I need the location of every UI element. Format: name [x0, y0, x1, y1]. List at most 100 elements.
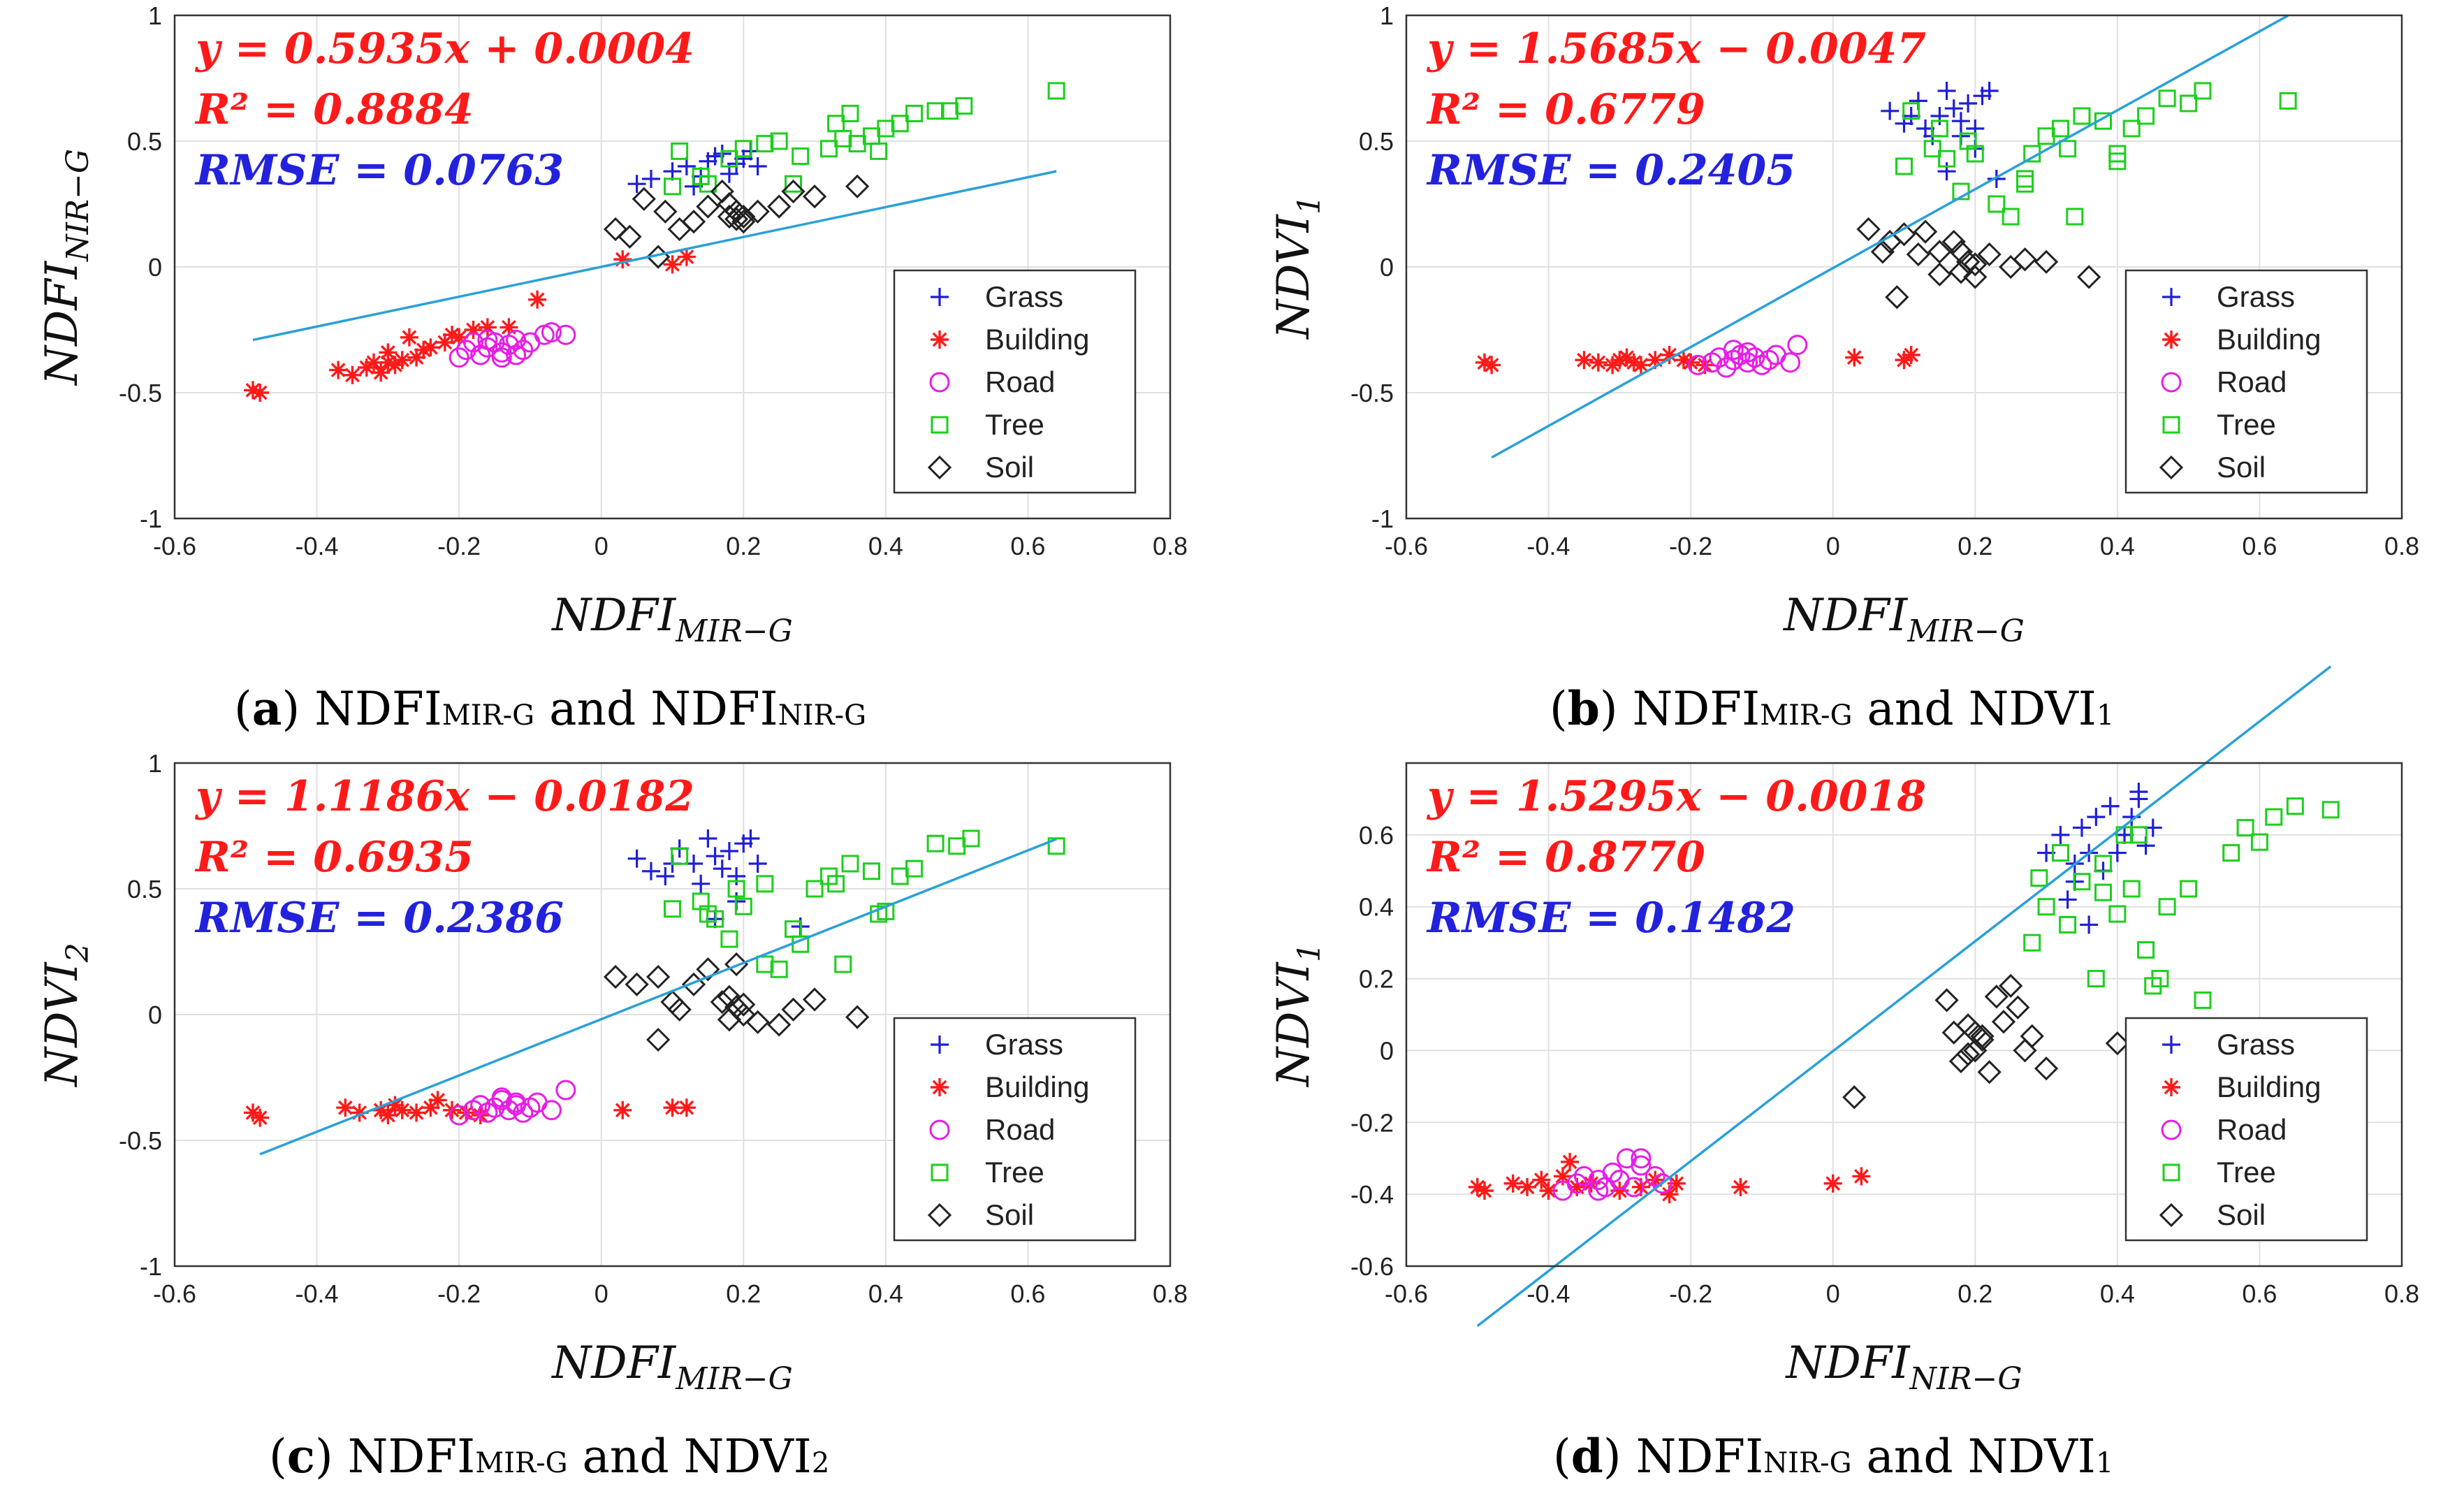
point-building [379, 343, 398, 362]
point-grass [1937, 82, 1956, 100]
data-points [1468, 783, 2340, 1204]
point-tree [756, 135, 774, 153]
point-grass [748, 157, 767, 175]
legend-label-tree: Tree [2217, 1156, 2276, 1189]
point-tree [2158, 898, 2176, 916]
y-axis-label: NDFINIR−G [36, 149, 96, 386]
legend-label-tree: Tree [2217, 408, 2276, 441]
x-axis-label: NDFINIR−G [1784, 1337, 2022, 1397]
x-tick-label: -0.2 [1669, 1279, 1712, 1308]
point-tree [664, 900, 681, 918]
legend-marker-tree [2162, 1163, 2180, 1182]
legend-box [2124, 1017, 2368, 1242]
legend: Grass Building Road Tree Soil [2124, 269, 2368, 494]
tick-labels: -0.6 -0.4 -0.2 0 0.2 0.4 0.6 0.8 -1 -0.5 0 0.5 1 [119, 749, 1188, 1308]
point-building [613, 1101, 632, 1119]
legend-label-road: Road [2217, 365, 2287, 398]
point-tree [2194, 82, 2212, 100]
point-tree [870, 905, 888, 923]
x-tick-label: 0 [1826, 532, 1840, 560]
point-building [357, 358, 376, 377]
y-tick-label: 0 [148, 253, 162, 282]
point-tree [955, 97, 973, 115]
data-points [1475, 82, 2297, 378]
legend-label-building: Building [2217, 323, 2321, 356]
legend: Grass Building Road Tree Soil [893, 269, 1137, 494]
y-tick-label: 0 [1380, 253, 1394, 282]
point-building [1674, 351, 1693, 370]
point-tree [2222, 844, 2240, 862]
tick-labels: -0.6 -0.4 -0.2 0 0.2 0.4 0.6 0.8 -1 -0.5 0 0.5 1 [1350, 1, 2419, 560]
point-soil [2034, 1057, 2059, 1081]
y-tick-label: 0.5 [127, 875, 162, 903]
rmse-text: RMSE = 0.2405 [1426, 146, 1795, 195]
point-soil [781, 179, 805, 204]
point-grass [741, 829, 760, 848]
y-tick-label: 0.5 [127, 127, 162, 156]
legend-marker-soil [2159, 455, 2184, 480]
point-grass [1937, 162, 1956, 181]
point-soil [632, 187, 656, 211]
point-tree [2023, 934, 2041, 952]
point-grass [2072, 818, 2091, 837]
chart-panel-b: -0.6 -0.4 -0.2 0 0.2 0.4 0.6 0.8 -1 -0.5 0 0.5 1 NDFI… [1232, 0, 2464, 755]
point-soil [724, 199, 749, 224]
point-building [428, 1091, 447, 1110]
point-tree [1988, 195, 2006, 213]
legend-label-soil: Soil [985, 1198, 1034, 1231]
data-points [243, 829, 1065, 1127]
legend-marker-tree [931, 416, 949, 434]
point-building [1660, 346, 1679, 364]
legend-marker-grass [2162, 288, 2180, 306]
legend-label-building: Building [2217, 1070, 2321, 1103]
point-soil [781, 997, 805, 1022]
point-tree [2265, 808, 2283, 826]
point-tree [671, 142, 689, 160]
point-tree [2059, 140, 2077, 158]
point-grass [641, 862, 660, 880]
legend-label-grass: Grass [2217, 1028, 2295, 1061]
legend-marker-tree [2162, 416, 2180, 434]
point-tree [664, 177, 681, 196]
point-soil [2020, 1024, 2044, 1048]
point-building [243, 381, 262, 400]
point-road [1631, 1148, 1652, 1169]
point-road [1723, 340, 1744, 361]
point-soil [1970, 1024, 1995, 1048]
point-tree [2030, 869, 2048, 887]
point-grass [1902, 107, 1920, 125]
point-building [1539, 1182, 1558, 1200]
y-tick-label: -0.5 [119, 1126, 162, 1155]
point-building [1553, 1167, 1572, 1186]
point-building [677, 247, 696, 266]
point-tree [2051, 119, 2069, 138]
y-axis-label: NDVI1 [1268, 195, 1327, 340]
point-building [1660, 1185, 1679, 1204]
point-building [1631, 356, 1650, 375]
point-soil [710, 989, 734, 1015]
regression-line [1491, 14, 2289, 459]
point-road [477, 329, 498, 350]
y-tick-label: -1 [1371, 504, 1394, 533]
point-grass [2080, 915, 2099, 934]
point-tree [841, 104, 859, 122]
point-building [1823, 1174, 1842, 1193]
legend-marker-building [931, 331, 949, 349]
point-tree [2094, 112, 2112, 130]
point-soil [1955, 249, 1981, 274]
point-grass [1944, 99, 1963, 118]
point-tree [819, 140, 838, 158]
legend-marker-road [2161, 1119, 2182, 1140]
point-tree [863, 862, 880, 880]
y-tick-label: 0.5 [1359, 127, 1394, 156]
point-grass [1959, 94, 1978, 112]
point-grass [713, 859, 731, 878]
point-road [1716, 357, 1737, 378]
x-tick-label: -0.6 [1385, 1279, 1428, 1308]
point-building [343, 365, 362, 384]
y-tick-label: 1 [148, 749, 162, 778]
point-building [1646, 1170, 1665, 1189]
point-soil [646, 1027, 671, 1052]
plot-frame [173, 762, 1172, 1268]
regression-line [1476, 665, 2332, 1328]
